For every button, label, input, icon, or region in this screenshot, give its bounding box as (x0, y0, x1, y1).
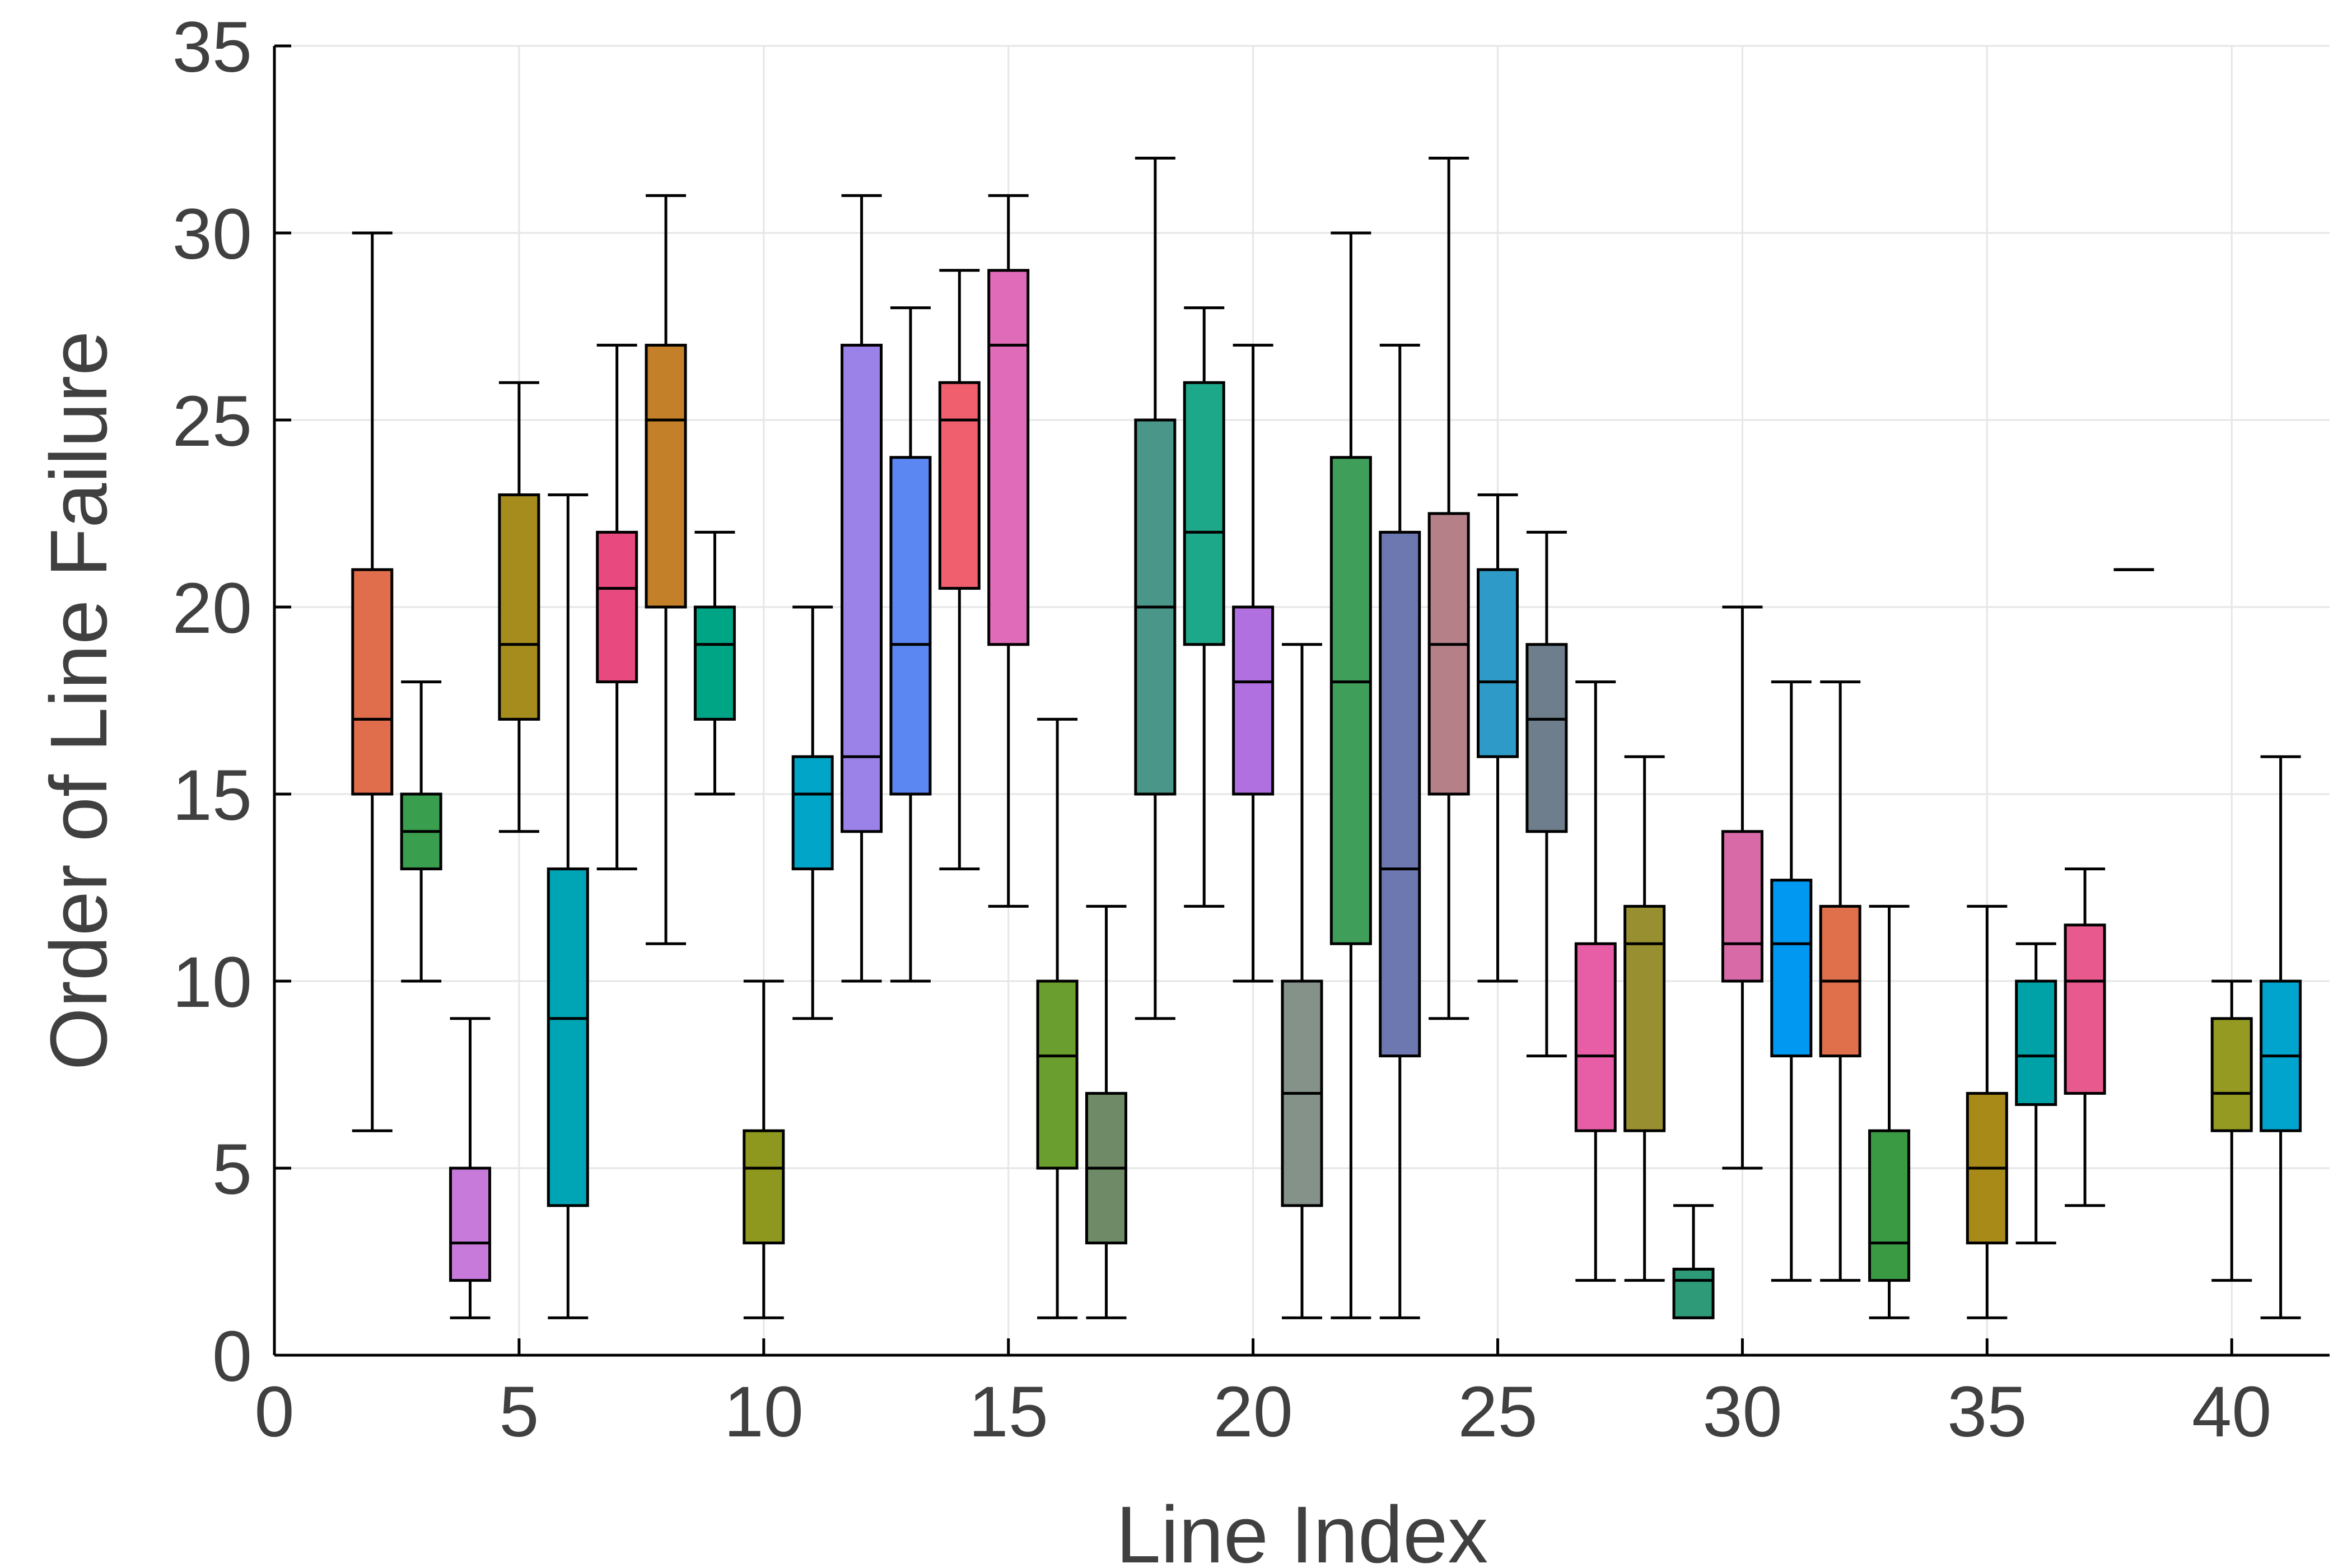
x-tick-label: 30 (1702, 1372, 1782, 1452)
iqr-box (351, 568, 394, 796)
box-line-16 (1036, 717, 1079, 1319)
iqr-box (1427, 512, 1470, 796)
iqr-box (743, 1129, 785, 1245)
box-line-7 (596, 343, 638, 871)
box-line-26 (1525, 530, 1568, 1058)
iqr-box (1672, 1267, 1715, 1319)
y-tick-label: 5 (212, 1130, 252, 1210)
box-line-2 (351, 231, 394, 1132)
box-line-18 (1134, 156, 1177, 1020)
y-tick-label: 0 (212, 1317, 252, 1397)
box-line-19 (1183, 306, 1225, 908)
iqr-box (2064, 923, 2106, 1095)
iqr-box (498, 493, 540, 721)
y-axis-title: Order of Line Failure (34, 331, 124, 1071)
box-line-20 (1232, 343, 1275, 983)
box-line-8 (645, 194, 687, 945)
x-tick-label: 5 (499, 1372, 539, 1452)
y-tick-label: 15 (172, 755, 252, 836)
box-line-29 (1672, 1204, 1715, 1319)
iqr-box (1232, 605, 1275, 796)
box-line-22 (1329, 231, 1372, 1319)
box-line-5 (498, 381, 540, 833)
iqr-box (1183, 381, 1225, 646)
box-line-41 (2260, 755, 2302, 1319)
iqr-box (2015, 979, 2057, 1106)
box-line-25 (1477, 493, 1519, 983)
iqr-box (1574, 942, 1617, 1132)
box-line-23 (1379, 343, 1421, 1319)
box-line-17 (1085, 904, 1127, 1319)
box-line-33 (1868, 904, 1911, 1319)
iqr-box (1477, 568, 1519, 758)
iqr-box (889, 456, 932, 796)
tick-labels: 0 5 10 15 20 25 30 35 40 0 5 10 15 20 25 30 35 (172, 7, 2272, 1452)
box-line-6 (547, 493, 589, 1319)
iqr-box (645, 343, 687, 609)
iqr-box (547, 867, 589, 1207)
iqr-box (1721, 830, 1763, 983)
box-line-37 (2064, 867, 2106, 1207)
box-line-14 (938, 269, 981, 871)
iqr-box (596, 530, 638, 684)
x-tick-label: 15 (969, 1372, 1048, 1452)
x-tick-label: 10 (724, 1372, 804, 1452)
iqr-box (987, 269, 1030, 646)
iqr-box (1329, 456, 1372, 945)
iqr-box (791, 755, 834, 871)
iqr-box (841, 343, 883, 833)
x-tick-label: 20 (1213, 1372, 1292, 1452)
iqr-box (693, 605, 736, 721)
x-tick-label: 40 (2192, 1372, 2271, 1452)
iqr-box (1379, 530, 1421, 1058)
iqr-box (938, 381, 981, 590)
box-line-24 (1427, 156, 1470, 1020)
x-tick-label: 35 (1947, 1372, 2027, 1452)
box-line-11 (791, 605, 834, 1020)
x-tick-label: 25 (1458, 1372, 1537, 1452)
iqr-box (2210, 1017, 2253, 1132)
box-line-21 (1281, 643, 1323, 1319)
iqr-box (1868, 1129, 1911, 1282)
y-tick-label: 25 (172, 381, 252, 461)
iqr-box (1036, 979, 1079, 1170)
box-line-27 (1574, 680, 1617, 1282)
box-line-10 (743, 979, 785, 1319)
iqr-box (1623, 904, 1666, 1132)
box-line-9 (693, 530, 736, 796)
box-line-40 (2210, 979, 2253, 1282)
box-line-31 (1770, 680, 1813, 1282)
box-line-13 (889, 306, 932, 983)
iqr-box (1525, 643, 1568, 833)
y-tick-label: 10 (172, 942, 252, 1023)
box-line-28 (1623, 755, 1666, 1282)
y-tick-label: 35 (172, 7, 252, 87)
axes (273, 44, 2330, 1357)
box-line-36 (2015, 942, 2057, 1245)
box-line-35 (1966, 904, 2008, 1319)
iqr-box (449, 1166, 492, 1282)
box-line-12 (841, 194, 883, 983)
box-line-4 (449, 1017, 492, 1319)
box-line-3 (400, 680, 442, 983)
boxplot-series (351, 156, 2302, 1319)
y-tick-label: 30 (172, 194, 252, 274)
box-line-30 (1721, 605, 1763, 1170)
iqr-box (1770, 879, 1813, 1058)
x-axis-title: Line Index (1116, 1490, 1488, 1568)
x-tick-label: 0 (254, 1372, 294, 1452)
box-line-32 (1819, 680, 1861, 1282)
box-line-15 (987, 194, 1030, 908)
y-tick-label: 20 (172, 568, 252, 648)
